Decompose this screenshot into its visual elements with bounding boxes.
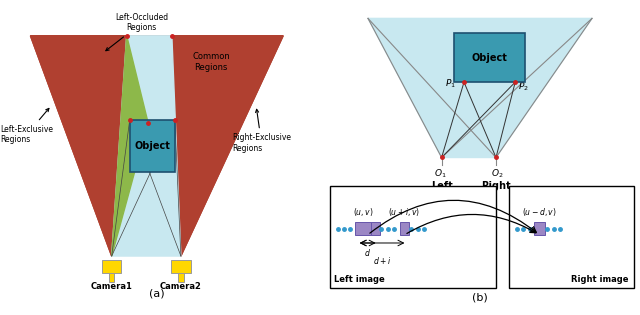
FancyBboxPatch shape	[171, 261, 191, 272]
Text: Left: Left	[431, 181, 452, 191]
Text: $O_2$: $O_2$	[492, 168, 504, 180]
FancyBboxPatch shape	[534, 222, 545, 235]
FancyBboxPatch shape	[102, 261, 122, 272]
Polygon shape	[172, 36, 283, 256]
Text: Left image: Left image	[334, 275, 385, 284]
Text: Object: Object	[472, 53, 508, 62]
Polygon shape	[142, 36, 283, 256]
Text: Right image: Right image	[572, 275, 628, 284]
Text: Right: Right	[481, 181, 511, 191]
Text: Left-Occluded
Regions: Left-Occluded Regions	[106, 13, 168, 51]
FancyBboxPatch shape	[109, 272, 115, 282]
FancyBboxPatch shape	[130, 120, 175, 172]
Text: $d+i$: $d+i$	[373, 255, 391, 266]
Polygon shape	[31, 36, 151, 256]
Text: Object: Object	[134, 141, 170, 151]
FancyBboxPatch shape	[400, 222, 409, 235]
FancyBboxPatch shape	[178, 272, 184, 282]
FancyBboxPatch shape	[355, 222, 371, 235]
Text: (a): (a)	[149, 289, 164, 299]
Text: (b): (b)	[472, 292, 488, 302]
FancyBboxPatch shape	[454, 33, 525, 82]
Text: Camera1: Camera1	[91, 282, 132, 291]
FancyBboxPatch shape	[371, 222, 380, 235]
Text: Right-Exclusive
Regions: Right-Exclusive Regions	[232, 109, 291, 153]
FancyBboxPatch shape	[509, 186, 634, 288]
Text: $P_1$: $P_1$	[445, 77, 456, 90]
Polygon shape	[112, 36, 148, 256]
FancyBboxPatch shape	[330, 186, 496, 288]
Text: $d$: $d$	[364, 247, 371, 258]
Text: $(u-d, v)$: $(u-d, v)$	[522, 206, 557, 218]
Polygon shape	[31, 36, 127, 256]
Text: $(u, v)$: $(u, v)$	[353, 206, 374, 218]
Text: $O_1$: $O_1$	[434, 168, 446, 180]
Text: Common
Regions: Common Regions	[192, 52, 230, 72]
Text: Camera2: Camera2	[160, 282, 202, 291]
Text: $(u+i, v)$: $(u+i, v)$	[388, 206, 420, 218]
Polygon shape	[368, 18, 592, 158]
Text: $P_2$: $P_2$	[518, 80, 529, 93]
Text: Left-Exclusive
Regions: Left-Exclusive Regions	[1, 108, 53, 144]
Polygon shape	[112, 36, 181, 256]
